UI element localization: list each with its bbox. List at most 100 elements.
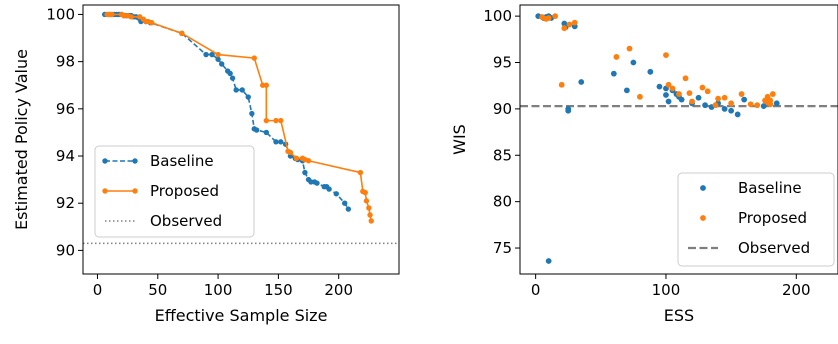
baseline-point: [249, 110, 255, 117]
proposed-point: [273, 117, 279, 124]
proposed-point: [676, 91, 682, 97]
legend-label-observed: Observed: [150, 212, 222, 230]
right-plot-frame: [519, 4, 838, 275]
baseline-point: [578, 79, 585, 85]
left-legend-box: [94, 145, 255, 238]
proposed-point: [363, 198, 370, 204]
baseline-point: [630, 59, 637, 66]
baseline-point: [233, 87, 239, 93]
x-tick-label: 100: [652, 281, 681, 299]
baseline-point: [545, 258, 552, 264]
baseline-point: [278, 139, 284, 145]
proposed-point: [686, 90, 693, 97]
baseline-point: [333, 191, 339, 197]
proposed-point: [561, 25, 568, 32]
legend-label-baseline: Baseline: [150, 152, 214, 170]
y-tick-label: 98: [56, 53, 75, 71]
proposed-point: [689, 98, 695, 105]
y-tick-label: 90: [493, 100, 512, 118]
baseline-point: [663, 92, 669, 98]
baseline-point: [721, 105, 728, 112]
right-chart-panel: 0 100 200 75 80 85 90 95 100 ESS WIS Baseline Propos…: [450, 4, 838, 325]
y-axis-label: WIS: [450, 124, 469, 155]
baseline-point: [273, 139, 279, 145]
legend-marker-baseline: [132, 158, 138, 164]
x-tick-label: 0: [531, 281, 541, 299]
proposed-point: [215, 51, 221, 58]
legend-marker-proposed: [700, 215, 706, 221]
baseline-point: [760, 103, 767, 110]
baseline-point: [678, 96, 685, 103]
baseline-point: [702, 102, 708, 109]
baseline-point: [227, 70, 233, 77]
baseline-point: [656, 83, 663, 90]
proposed-point: [263, 117, 270, 124]
proposed-point: [721, 94, 728, 101]
proposed-point: [263, 82, 270, 88]
proposed-point: [699, 84, 706, 91]
y-tick-label: 96: [56, 100, 75, 118]
proposed-point: [149, 20, 155, 26]
x-tick-label: 0: [93, 281, 103, 299]
proposed-point: [305, 158, 312, 164]
baseline-point: [263, 129, 270, 136]
y-tick-label: 80: [493, 193, 512, 211]
baseline-point: [741, 96, 748, 103]
y-axis-label: Estimated Policy Value: [12, 49, 31, 230]
right-legend-box: [677, 172, 835, 267]
baseline-point: [647, 68, 654, 75]
legend-marker-baseline: [700, 185, 706, 191]
baseline-point: [314, 180, 320, 186]
proposed-point: [767, 97, 774, 104]
baseline-point: [665, 98, 672, 105]
proposed-point: [558, 81, 565, 88]
proposed-point: [626, 45, 633, 52]
proposed-point: [287, 149, 294, 156]
legend-marker-baseline: [102, 158, 108, 164]
baseline-point: [229, 75, 236, 81]
proposed-point: [637, 93, 643, 100]
x-tick-label: 200: [782, 281, 811, 299]
proposed-point: [179, 30, 185, 37]
proposed-point: [571, 19, 578, 26]
baseline-point: [326, 186, 332, 192]
proposed-point: [368, 218, 374, 224]
legend-label-proposed: Proposed: [150, 182, 219, 200]
proposed-point: [704, 88, 711, 95]
legend-marker-proposed: [132, 188, 138, 194]
x-tick-label: 50: [148, 281, 167, 299]
baseline-point: [203, 51, 209, 58]
y-tick-label: 100: [483, 7, 512, 25]
legend-marker-proposed: [102, 188, 108, 194]
baseline-point: [342, 200, 348, 206]
left-plot-frame: [82, 4, 400, 275]
proposed-point: [715, 95, 721, 102]
proposed-point: [366, 205, 372, 211]
legend-label-observed: Observed: [738, 239, 810, 257]
proposed-point: [769, 91, 776, 97]
proposed-point: [278, 117, 284, 124]
proposed-point: [357, 169, 364, 176]
y-tick-label: 90: [56, 241, 75, 259]
baseline-point: [728, 107, 735, 114]
x-tick-label: 150: [264, 281, 293, 299]
proposed-point: [669, 85, 676, 92]
proposed-point: [566, 21, 573, 28]
proposed-point: [128, 14, 134, 20]
proposed-point: [665, 81, 672, 88]
proposed-point: [552, 13, 559, 20]
x-axis-label: ESS: [664, 306, 694, 325]
proposed-point: [754, 102, 761, 109]
baseline-point: [773, 100, 780, 107]
x-tick-label: 100: [204, 281, 233, 299]
y-tick-label: 95: [493, 54, 512, 72]
proposed-point: [712, 102, 719, 109]
y-tick-label: 75: [493, 239, 512, 257]
proposed-point: [663, 52, 669, 58]
proposed-point: [747, 101, 754, 108]
baseline-point: [610, 70, 617, 77]
proposed-point: [251, 55, 257, 61]
baseline-point: [215, 56, 221, 62]
y-tick-label: 85: [493, 146, 512, 164]
